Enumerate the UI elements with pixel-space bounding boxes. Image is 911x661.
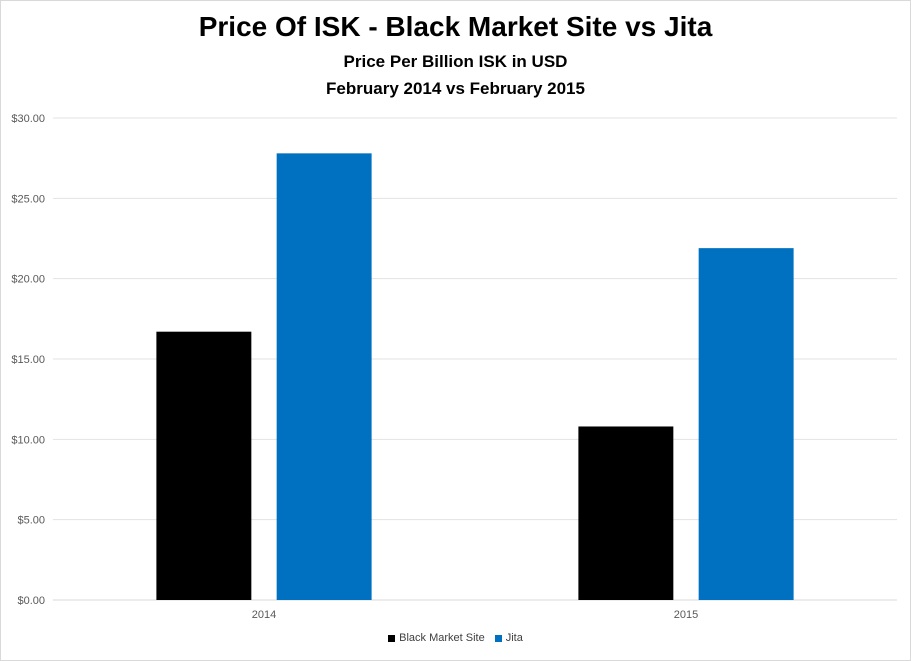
chart-title: Price Of ISK - Black Market Site vs Jita [198, 11, 713, 42]
legend-label-jita: Jita [505, 632, 523, 644]
y-tick-label: $5.00 [17, 515, 45, 527]
bar-jita-2015 [698, 248, 794, 600]
y-tick-label: $15.00 [11, 354, 45, 366]
bar-jita-2014 [276, 153, 372, 600]
x-tick-label: 2014 [252, 609, 276, 621]
y-tick-label: $25.00 [11, 193, 45, 205]
legend-item-black-market: Black Market Site [388, 632, 485, 644]
y-tick-label: $10.00 [11, 434, 45, 446]
legend: Black Market Site Jita [1, 632, 910, 644]
legend-swatch-jita [494, 634, 502, 642]
x-tick-label: 2015 [674, 609, 698, 621]
x-axis-ticks: 2014 2015 [252, 609, 698, 621]
legend-swatch-black-market [388, 634, 396, 642]
legend-item-jita: Jita [494, 632, 523, 644]
legend-label-black-market: Black Market Site [399, 632, 485, 644]
y-tick-label: $30.00 [11, 113, 45, 125]
chart-subtitle-period: February 2014 vs February 2015 [326, 79, 585, 98]
y-axis-ticks: $0.00 $5.00 $10.00 $15.00 $20.00 $25.00 $30.00 [11, 113, 45, 607]
bar-black-market-site-2014 [156, 331, 252, 600]
chart-subtitle: Price Per Billion ISK in USD [343, 52, 568, 71]
bar-black-market-site-2015 [578, 426, 674, 600]
bars [156, 153, 794, 600]
y-tick-label: $0.00 [17, 595, 45, 607]
y-tick-label: $20.00 [11, 274, 45, 286]
